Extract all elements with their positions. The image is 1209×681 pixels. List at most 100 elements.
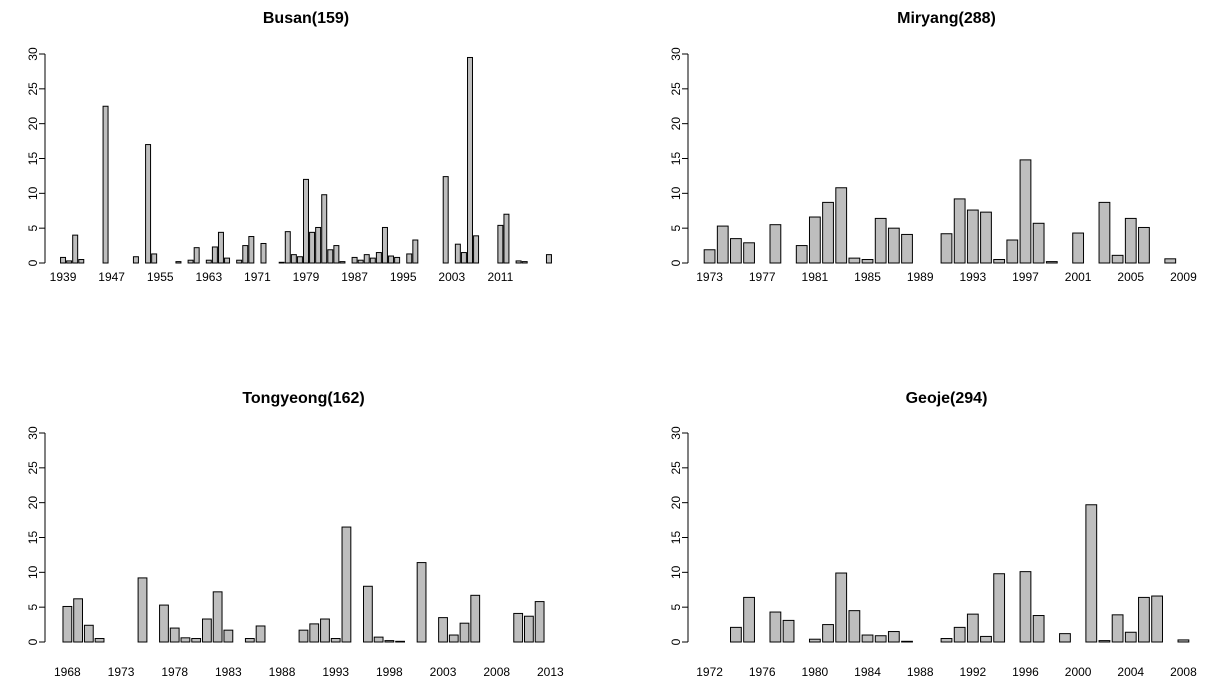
bar (416, 562, 427, 643)
chart-title: Geoje(294) (906, 390, 988, 407)
x-tick-label: 1977 (749, 270, 776, 284)
bar (534, 601, 545, 643)
bar (132, 256, 139, 264)
bar (175, 261, 182, 264)
y-tick-label: 30 (26, 47, 40, 61)
bar (822, 624, 834, 643)
bar (373, 636, 384, 643)
bar (515, 260, 522, 264)
y-tick-label: 25 (26, 82, 40, 96)
bar (137, 577, 148, 643)
y-tick-label: 25 (669, 461, 683, 475)
bar (327, 249, 334, 264)
bar (381, 226, 388, 264)
bar (808, 216, 821, 264)
bar (62, 605, 73, 643)
x-tick-label: 1971 (244, 270, 271, 284)
bar (1072, 232, 1085, 264)
bar (193, 247, 200, 264)
x-tick-label: 1972 (696, 665, 723, 679)
bar (448, 634, 459, 643)
bar (901, 640, 913, 643)
bar (212, 591, 223, 643)
bar (321, 194, 328, 264)
bar (730, 626, 742, 643)
bar (94, 638, 105, 643)
bar (320, 618, 330, 643)
bar (835, 572, 848, 643)
y-tick-label: 0 (669, 259, 683, 266)
x-tick-label: 1995 (390, 270, 417, 284)
bar (102, 105, 109, 264)
bar (384, 640, 395, 643)
y-tick-label: 15 (26, 152, 40, 166)
bar (459, 622, 470, 643)
y-tick-label: 5 (669, 225, 683, 232)
bar (966, 209, 979, 264)
bar (388, 255, 395, 264)
bar (940, 233, 953, 264)
bar (460, 252, 467, 264)
x-tick-label: 1988 (269, 665, 296, 679)
bar (1019, 159, 1032, 264)
y-tick-label: 20 (26, 496, 40, 510)
x-tick-label: 2001 (1065, 270, 1092, 284)
bar (993, 573, 1006, 643)
bar (309, 231, 316, 264)
bar (521, 261, 528, 264)
y-tick-label: 15 (26, 531, 40, 545)
x-tick-label: 2005 (1117, 270, 1144, 284)
bar (412, 239, 419, 264)
x-tick-label: 1968 (54, 665, 81, 679)
bar (357, 259, 364, 264)
bar (874, 217, 887, 264)
y-tick-label: 20 (669, 117, 683, 131)
chart-panel-3: Geoje(294) 0 5 10 15 20 25 30 1972 1976 1980 1984 19… (669, 390, 1197, 679)
x-tick-label: 1997 (1012, 270, 1039, 284)
bar (309, 623, 320, 643)
bar (703, 249, 716, 264)
bar (940, 638, 953, 643)
x-tick-label: 1947 (98, 270, 125, 284)
bar (1045, 261, 1058, 264)
bar (808, 638, 821, 643)
bar (1138, 596, 1150, 643)
chart-title: Tongyeong(162) (242, 390, 364, 407)
bar (78, 259, 85, 264)
y-tick-label: 10 (669, 186, 683, 200)
bar (341, 526, 352, 643)
y-tick-label: 30 (669, 426, 683, 440)
bar (296, 256, 303, 264)
bar (901, 233, 913, 264)
bar (454, 243, 461, 264)
y-tick-label: 5 (669, 604, 683, 611)
bar (887, 227, 900, 264)
x-tick-label: 2011 (487, 270, 513, 284)
bar (470, 594, 481, 643)
bar (1111, 614, 1124, 643)
bar (1177, 639, 1190, 643)
bar (72, 234, 79, 264)
bar (180, 637, 191, 643)
bar (467, 56, 473, 264)
bar (73, 598, 83, 643)
bar (438, 617, 448, 643)
x-tick-label: 2003 (430, 665, 457, 679)
x-tick-label: 1979 (293, 270, 320, 284)
y-tick-label: 0 (669, 638, 683, 645)
bar (716, 225, 729, 264)
bar (1085, 504, 1098, 643)
x-tick-label: 1993 (959, 270, 986, 284)
bar (887, 631, 900, 643)
x-tick-label: 1993 (322, 665, 349, 679)
bar (284, 231, 291, 264)
y-tick-label: 10 (26, 565, 40, 579)
bar (187, 259, 194, 264)
x-tick-label: 1984 (854, 665, 881, 679)
bar (993, 259, 1006, 264)
bar (497, 224, 504, 264)
x-tick-label: 2013 (537, 665, 564, 679)
chart-panel-1: Miryang(288) 0 5 10 15 20 25 30 1973 1977 1981 1985… (669, 10, 1197, 284)
x-tick-label: 1989 (907, 270, 934, 284)
